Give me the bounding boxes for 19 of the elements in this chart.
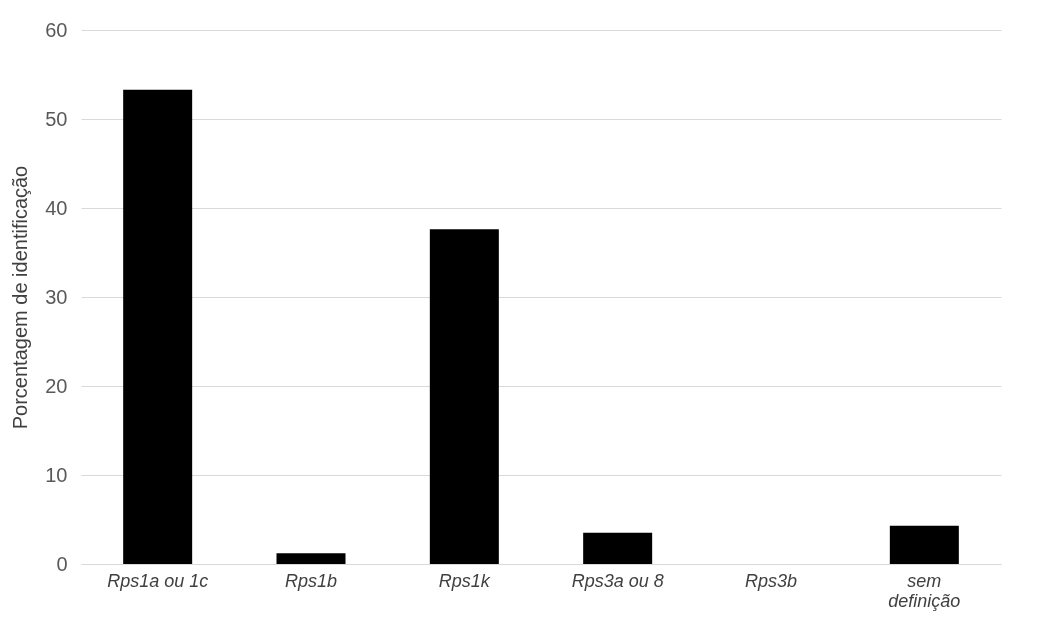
bar xyxy=(276,553,346,564)
x-tick-label: Rps3b xyxy=(744,570,798,591)
y-tick-label: 30 xyxy=(45,285,68,308)
bar xyxy=(583,532,653,564)
y-tick-label: 20 xyxy=(45,374,68,397)
y-axis-title: Porcentagem de identificação xyxy=(9,165,32,430)
bar xyxy=(889,525,959,564)
x-tick-label: sem definição xyxy=(888,570,961,611)
y-tick-label: 40 xyxy=(45,196,68,219)
y-tick-label: 10 xyxy=(45,463,68,486)
y-tick-label: 60 xyxy=(45,18,68,41)
y-tick-label: 0 xyxy=(56,552,68,575)
x-tick-label: Rps1a ou 1c xyxy=(107,570,209,591)
bar xyxy=(429,229,499,564)
x-tick-label: Rps1b xyxy=(284,570,338,591)
x-tick-label: Rps3a ou 8 xyxy=(571,570,664,591)
bar xyxy=(123,89,193,564)
y-tick-label: 50 xyxy=(45,107,68,130)
x-tick-label: Rps1k xyxy=(438,570,491,591)
